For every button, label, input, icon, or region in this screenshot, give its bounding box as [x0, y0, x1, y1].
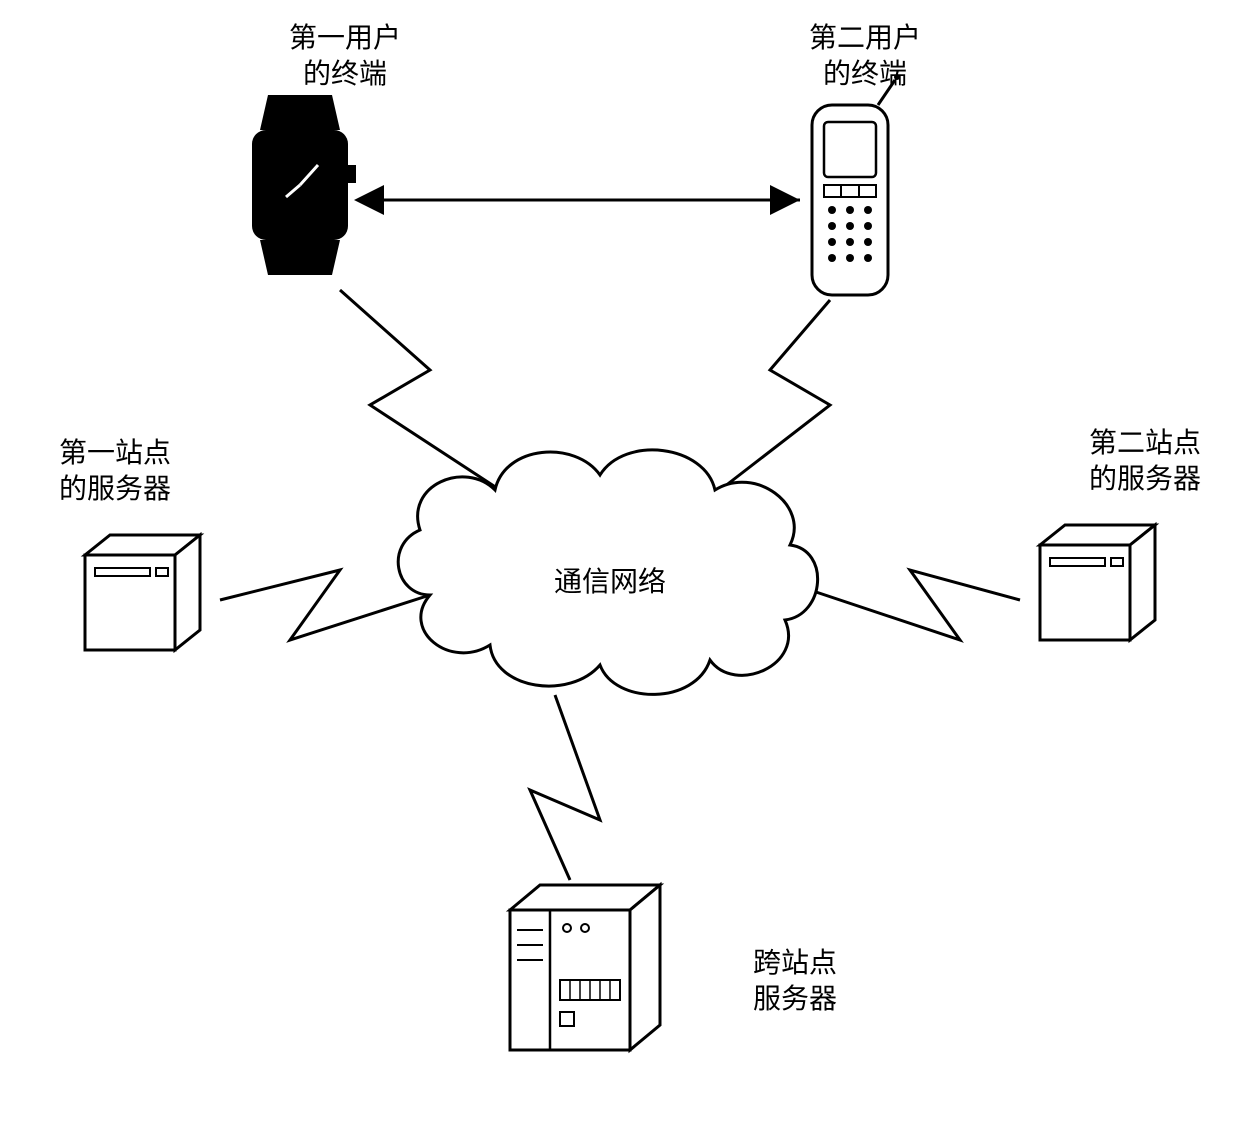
edge-phone-cloud	[720, 300, 830, 490]
edge-server3-cloud	[530, 695, 600, 880]
server2-label: 第二站点 的服务器	[1060, 425, 1230, 498]
phone-icon	[812, 74, 900, 295]
server2-icon	[1040, 525, 1155, 640]
server1-label: 第一站点 的服务器	[30, 435, 200, 508]
network-diagram: 第一用户 的终端 第二用户 的终端 第一站点 的服务器 第二站点 的服务器 跨站…	[0, 0, 1240, 1121]
watch-icon	[252, 95, 356, 275]
cloud-label: 通信网络	[530, 560, 690, 600]
server3-label: 跨站点 服务器	[710, 945, 880, 1018]
phone-label: 第二用户 的终端	[780, 20, 950, 93]
watch-label: 第一用户 的终端	[260, 20, 430, 93]
edge-server2-cloud	[810, 570, 1020, 640]
server3-icon	[510, 885, 660, 1050]
server1-icon	[85, 535, 200, 650]
edge-watch-cloud	[340, 290, 500, 490]
edge-server1-cloud	[220, 570, 430, 640]
